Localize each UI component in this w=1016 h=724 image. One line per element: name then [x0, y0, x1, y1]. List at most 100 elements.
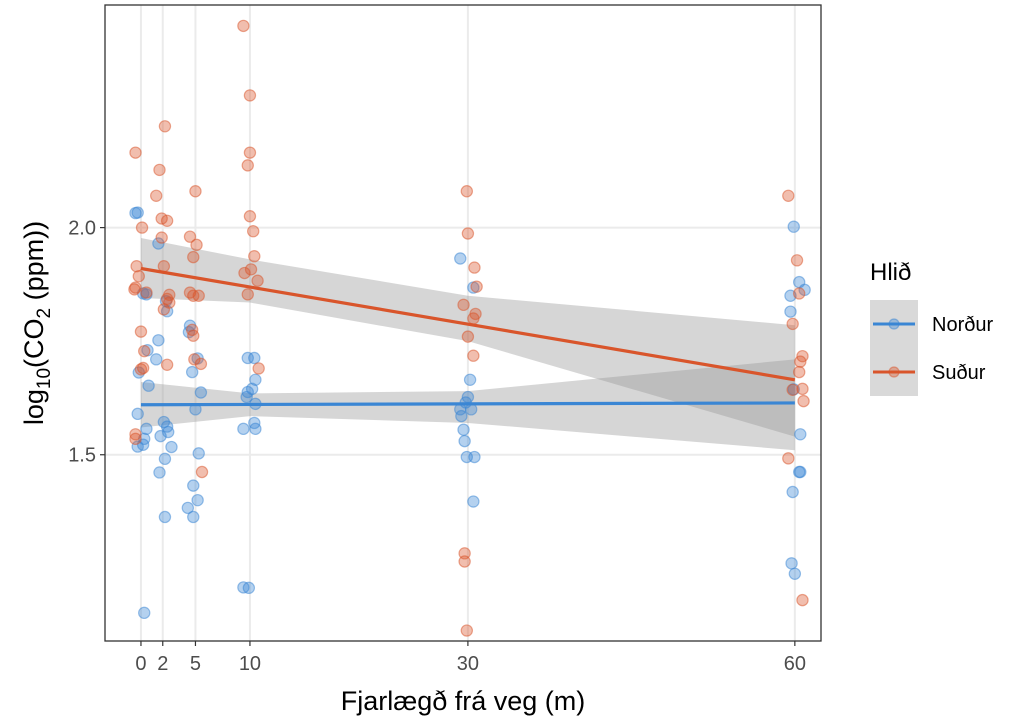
data-point-sudur	[457, 298, 470, 312]
data-point-sudur	[194, 357, 208, 371]
data-point-sudur	[188, 353, 201, 366]
data-point-sudur	[158, 120, 172, 133]
data-point-sudur	[140, 286, 153, 299]
data-point-nordur	[794, 428, 807, 441]
x-tick-label: 60	[784, 653, 806, 675]
data-point-nordur	[249, 422, 262, 436]
data-point-nordur	[185, 365, 199, 379]
data-point-sudur	[782, 452, 795, 465]
y-gridlines	[105, 226, 821, 456]
data-point-sudur	[138, 344, 151, 358]
data-point-nordur	[784, 305, 797, 318]
data-point-nordur	[194, 386, 208, 399]
data-point-sudur	[252, 362, 265, 375]
data-point-nordur	[153, 466, 166, 479]
data-point-sudur	[251, 274, 264, 287]
data-point-nordur	[241, 351, 254, 365]
trend-line-sudur	[140, 266, 796, 382]
y-axis-ticks: 1.5 2.0	[68, 218, 105, 467]
data-point-nordur	[463, 373, 477, 386]
y-axis-title-prefix: log	[19, 389, 49, 425]
data-point-sudur	[189, 185, 202, 198]
data-point-sudur	[187, 329, 200, 342]
data-point-sudur	[468, 261, 481, 274]
data-point-nordur	[158, 452, 172, 466]
data-point-nordur	[455, 409, 468, 423]
x-tick-label: 30	[457, 653, 479, 675]
data-point-sudur	[470, 280, 483, 293]
x-tick-label: 0	[135, 653, 146, 675]
data-point-nordur	[454, 252, 467, 265]
data-point-sudur	[793, 287, 806, 300]
legend-item-nordur: Norður	[870, 300, 993, 348]
x-tick-label: 2	[157, 653, 168, 675]
data-point-sudur	[467, 349, 480, 362]
data-point-nordur	[785, 557, 798, 570]
y-axis-title: log10(CO2 (ppm))	[19, 221, 55, 425]
data-point-nordur	[788, 567, 802, 580]
data-point-nordur	[242, 581, 256, 595]
data-point-sudur	[190, 238, 203, 252]
data-point-sudur	[786, 383, 799, 396]
data-point-sudur	[241, 288, 254, 301]
data-point-sudur	[793, 365, 806, 379]
data-point-nordur	[152, 334, 165, 347]
data-point-sudur	[790, 254, 804, 267]
data-point-sudur	[243, 89, 257, 102]
data-point-sudur	[782, 189, 795, 202]
data-point-sudur	[150, 189, 163, 202]
trend-line-nordur	[140, 401, 795, 407]
data-point-sudur	[192, 289, 205, 302]
data-point-sudur	[237, 19, 250, 33]
data-point-sudur	[129, 432, 142, 446]
data-point-nordur	[181, 501, 195, 515]
data-point-sudur	[243, 146, 257, 159]
data-point-sudur	[238, 266, 251, 280]
data-point-nordur	[240, 390, 253, 404]
x-gridlines	[139, 5, 796, 641]
data-point-sudur	[153, 163, 166, 177]
data-points	[128, 19, 811, 637]
y-axis-title-mid: (CO	[19, 318, 49, 368]
data-point-sudur	[241, 159, 254, 172]
data-point-nordur	[457, 423, 470, 436]
data-point-sudur	[794, 355, 807, 368]
data-point-nordur	[165, 440, 178, 454]
legend-point-nordur	[888, 318, 900, 330]
data-point-sudur	[187, 250, 200, 264]
data-point-sudur	[132, 270, 145, 283]
y-axis-title-suffix: (ppm))	[19, 221, 49, 308]
data-point-nordur	[187, 479, 200, 492]
data-point-sudur	[460, 185, 474, 198]
data-point-nordur	[150, 353, 163, 366]
data-point-nordur	[467, 495, 480, 508]
data-point-nordur	[787, 220, 800, 233]
data-point-nordur	[162, 425, 175, 439]
data-point-nordur	[794, 465, 807, 479]
y-tick-label: 2.0	[68, 218, 96, 240]
legend-item-sudur: Suður	[870, 348, 986, 396]
data-point-sudur	[128, 283, 141, 296]
data-point-nordur	[140, 422, 153, 436]
data-point-sudur	[130, 260, 143, 273]
trend-lines	[140, 266, 796, 407]
data-point-nordur	[248, 351, 261, 365]
data-point-sudur	[160, 214, 174, 227]
legend-point-sudur	[888, 366, 900, 378]
data-point-sudur	[195, 465, 209, 479]
x-axis-ticks: 0 2 5 10 30 60	[135, 641, 806, 675]
data-point-sudur	[458, 555, 471, 568]
data-point-nordur	[131, 407, 144, 421]
y-tick-label: 1.5	[68, 445, 96, 467]
y-axis-title-sub-1: 10	[34, 368, 55, 389]
confidence-band-sudur	[140, 238, 795, 437]
data-point-sudur	[129, 146, 142, 159]
data-point-nordur	[187, 510, 200, 524]
data-point-nordur	[191, 493, 204, 507]
legend-label-sudur: Suður	[932, 362, 986, 384]
plot-border	[104, 4, 822, 642]
data-point-nordur	[786, 485, 799, 499]
data-point-sudur	[183, 230, 197, 243]
data-point-sudur	[460, 624, 474, 637]
